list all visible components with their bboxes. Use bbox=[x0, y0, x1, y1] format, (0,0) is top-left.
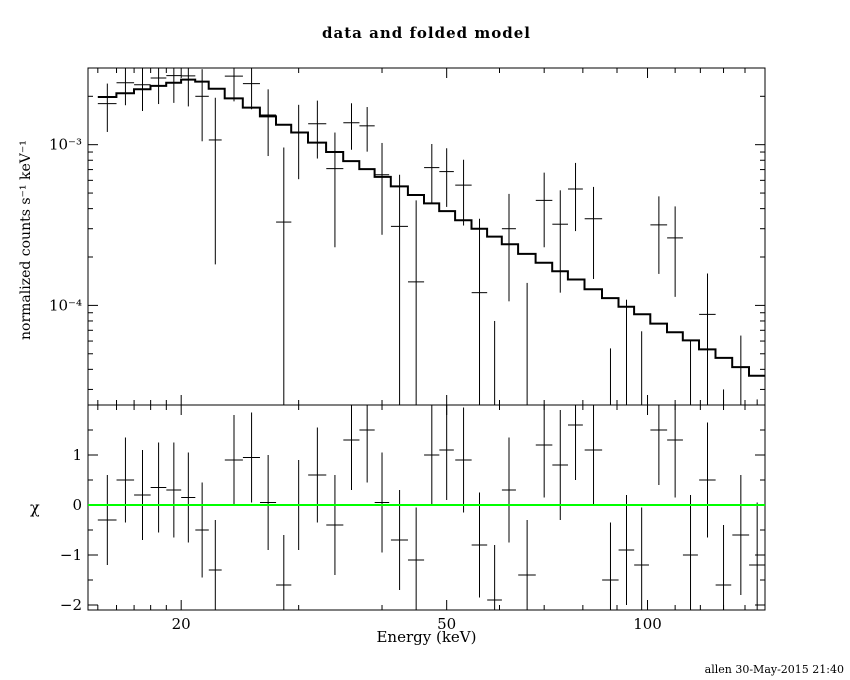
timestamp-label: allen 30-May-2015 21:40 bbox=[704, 663, 844, 676]
y-tick-label-chi: −1 bbox=[60, 546, 82, 564]
y-axis-label-counts: normalized counts s⁻¹ keV⁻¹ bbox=[18, 140, 34, 340]
x-tick-label: 20 bbox=[172, 615, 191, 633]
y-axis-label-chi: χ bbox=[30, 498, 40, 517]
residual-data-points bbox=[97, 405, 765, 610]
axis-ticks bbox=[88, 67, 766, 610]
x-tick-label: 50 bbox=[437, 615, 456, 633]
y-tick-label-counts: 10⁻³ bbox=[49, 136, 82, 154]
plot-frame bbox=[87, 67, 766, 611]
x-axis-label: Energy (keV) bbox=[376, 628, 477, 646]
plot-title: data and folded model bbox=[322, 24, 531, 42]
y-tick-label-counts: 10⁻⁴ bbox=[49, 296, 82, 314]
model-histogram bbox=[97, 78, 765, 377]
y-tick-label-chi: 1 bbox=[72, 446, 82, 464]
y-tick-label-chi: 0 bbox=[72, 496, 82, 514]
tick-labels: 20 50 100 10⁻³ 10⁻⁴ 1 0 −1 −2 bbox=[49, 136, 662, 633]
y-tick-label-chi: −2 bbox=[60, 596, 82, 614]
spectrum-data-points bbox=[97, 68, 758, 405]
x-tick-label: 100 bbox=[633, 615, 662, 633]
